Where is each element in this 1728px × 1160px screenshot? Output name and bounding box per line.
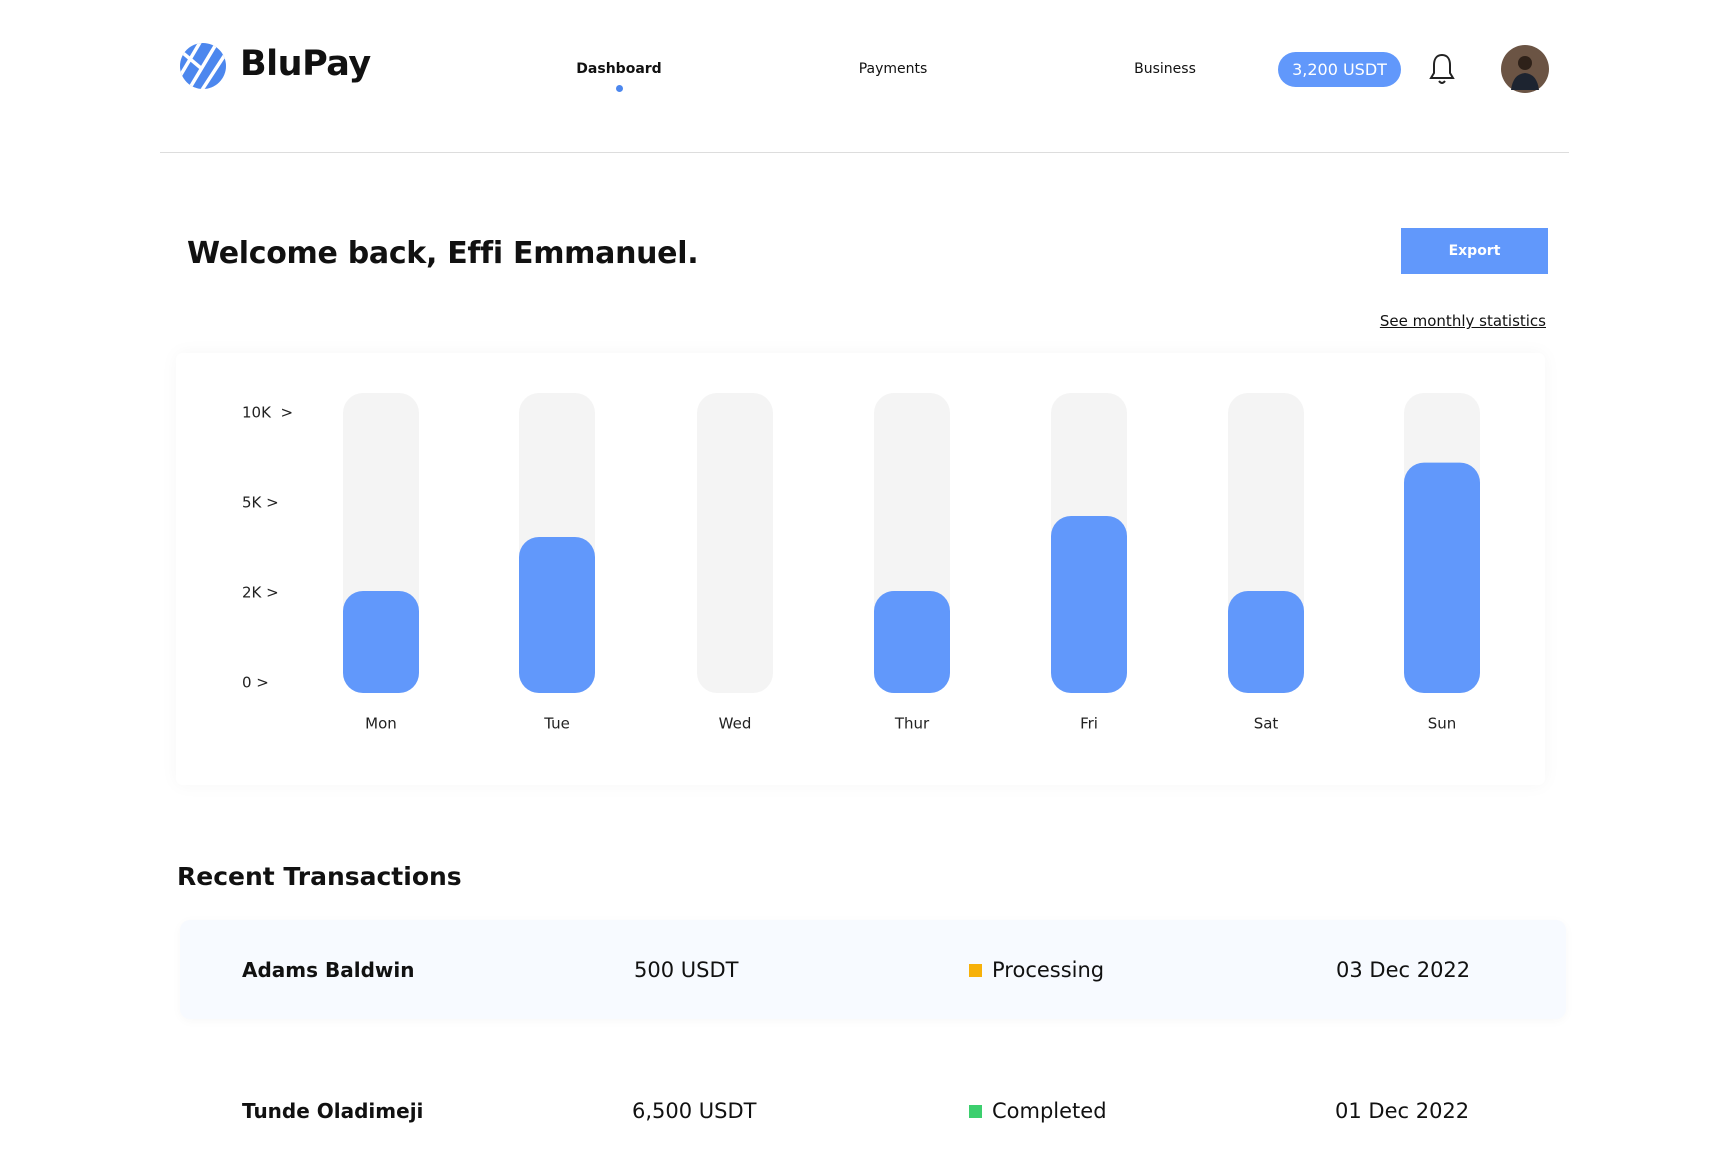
x-tick-label: Wed <box>719 715 752 733</box>
tx-name: Tunde Oladimeji <box>242 1098 424 1123</box>
page: BluPay Dashboard Payments Business 3,200… <box>160 43 1569 1123</box>
bar <box>1051 516 1127 693</box>
y-tick-label: 0 > <box>242 674 269 692</box>
nav-link[interactable]: Dashboard <box>576 61 662 77</box>
x-tick-label: Sat <box>1254 715 1279 733</box>
bar <box>874 591 950 693</box>
tx-status: Completed <box>992 1098 1107 1123</box>
tx-date: 03 Dec 2022 <box>1336 957 1471 982</box>
y-tick-label: 2K > <box>242 584 279 602</box>
tx-name: Adams Baldwin <box>242 957 415 982</box>
x-tick-label: Mon <box>365 715 397 733</box>
bar <box>519 537 595 693</box>
bar <box>1228 591 1304 693</box>
tx-amount: 6,500 USDT <box>632 1098 757 1123</box>
status-dot <box>969 1104 982 1118</box>
chart: 0 > 2K > 5K > 10K > Mon Tue Wed Thur Fri Sat Sun <box>242 393 1480 733</box>
x-tick-label: Sun <box>1428 715 1457 733</box>
tx-status: Processing <box>992 957 1105 982</box>
transaction-row[interactable]: Adams Baldwin 500 USDT Processing 03 Dec… <box>180 920 1566 1019</box>
section-title: Recent Transactions <box>177 862 462 891</box>
brand[interactable]: BluPay <box>240 44 371 84</box>
x-tick-label: Fri <box>1080 715 1098 733</box>
tx-amount: 500 USDT <box>634 957 739 982</box>
divider <box>160 152 1569 153</box>
logo-icon <box>180 43 226 89</box>
y-tick-label: 5K > <box>242 494 279 512</box>
balance-pill[interactable]: 3,200 USDT <box>1278 52 1401 87</box>
monthly-link[interactable]: See monthly statistics <box>1379 312 1546 330</box>
tx-date: 01 Dec 2022 <box>1335 1098 1470 1123</box>
active-dot <box>616 85 623 92</box>
y-tick-label: 10K > <box>242 404 293 422</box>
welcome-heading: Welcome back, Effi Emmanuel. <box>187 236 699 271</box>
bar <box>1404 462 1480 693</box>
status-dot <box>969 963 982 977</box>
x-tick-label: Thur <box>894 715 930 733</box>
avatar[interactable] <box>1500 44 1550 94</box>
bar-track <box>697 393 773 693</box>
transaction-row[interactable]: Tunde Oladimeji 6,500 USDT Completed 01 … <box>180 1061 1566 1160</box>
bar <box>343 591 419 693</box>
x-tick-label: Tue <box>543 715 570 733</box>
bell-icon[interactable] <box>1428 52 1456 86</box>
nav-link[interactable]: Business <box>1134 61 1196 77</box>
nav-link[interactable]: Payments <box>858 61 928 77</box>
export-button[interactable]: Export <box>1401 228 1548 274</box>
